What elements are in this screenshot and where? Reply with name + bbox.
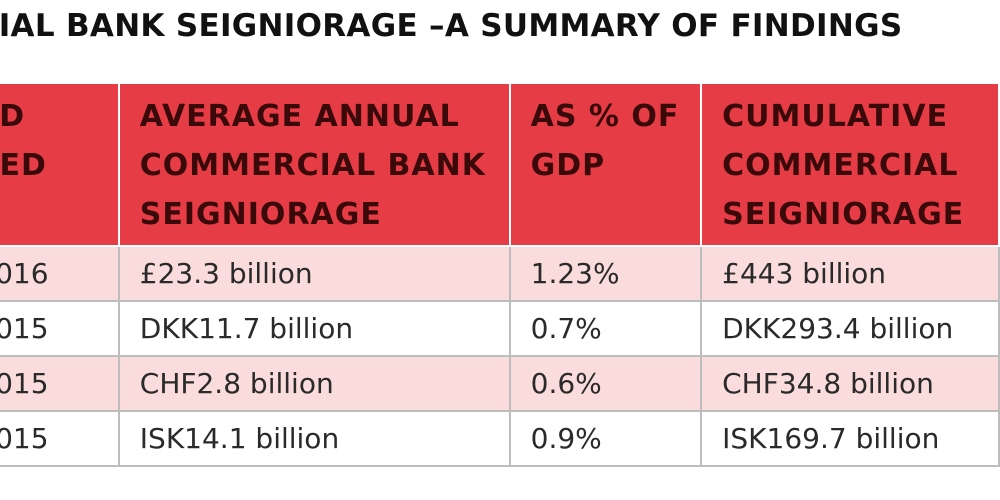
header-text-line: PERIOD <box>0 99 26 134</box>
cell-percent-gdp: 0.9% <box>508 410 703 467</box>
table-row: 2004–2015 ISK14.1 billion 0.9% ISK169.7 … <box>0 410 1000 467</box>
cell-percent-gdp: 1.23% <box>508 245 703 302</box>
cell-cumulative: CHF34.8 billion <box>700 355 1000 412</box>
cell-cumulative: ISK169.7 billion <box>700 410 1000 467</box>
cell-average-annual: DKK11.7 billion <box>117 300 511 357</box>
header-text-line: COMMERCIAL BANK <box>139 148 486 183</box>
cell-average-annual: £23.3 billion <box>117 245 511 302</box>
header-text-line: AVERAGE ANNUAL <box>139 99 460 134</box>
header-text-line: COMMERCIAL <box>722 148 959 183</box>
table-row: 1991–2015 DKK11.7 billion 0.7% DKK293.4 … <box>0 300 1000 357</box>
header-text-line: AS % OF <box>530 99 680 134</box>
table-row: 2007–2015 CHF2.8 billion 0.6% CHF34.8 bi… <box>0 355 1000 412</box>
findings-table: PERIOD STUDIED AVERAGE ANNUAL COMMERCIAL… <box>0 84 1000 467</box>
header-period-studied: PERIOD STUDIED <box>0 84 120 247</box>
cell-period: 2004–2015 <box>0 410 120 467</box>
header-cumulative-seigniorage: CUMULATIVE COMMERCIAL SEIGNIORAGE <box>700 84 1000 247</box>
header-average-annual-seigniorage: AVERAGE ANNUAL COMMERCIAL BANK SEIGNIORA… <box>117 84 511 247</box>
header-percent-of-gdp: AS % OF GDP <box>508 84 703 247</box>
cell-average-annual: ISK14.1 billion <box>117 410 511 467</box>
cell-percent-gdp: 0.7% <box>508 300 703 357</box>
findings-table-wrapper: PERIOD STUDIED AVERAGE ANNUAL COMMERCIAL… <box>0 84 1000 467</box>
cell-period: 1998–2016 <box>0 245 120 302</box>
cell-period: 1991–2015 <box>0 300 120 357</box>
header-text-line: GDP <box>530 148 606 183</box>
header-text-line: SEIGNIORAGE <box>139 197 382 232</box>
cell-average-annual: CHF2.8 billion <box>117 355 511 412</box>
cell-percent-gdp: 0.6% <box>508 355 703 412</box>
header-text-line: CUMULATIVE <box>722 99 949 134</box>
cell-cumulative: DKK293.4 billion <box>700 300 1000 357</box>
table-header-row: PERIOD STUDIED AVERAGE ANNUAL COMMERCIAL… <box>0 84 1000 247</box>
cell-cumulative: £443 billion <box>700 245 1000 302</box>
header-text-line: SEIGNIORAGE <box>722 197 965 232</box>
cell-period: 2007–2015 <box>0 355 120 412</box>
page-title: ERCIAL BANK SEIGNIORAGE –A SUMMARY OF FI… <box>0 8 903 44</box>
header-text-line: STUDIED <box>0 148 47 183</box>
table-row: 1998–2016 £23.3 billion 1.23% £443 billi… <box>0 245 1000 302</box>
